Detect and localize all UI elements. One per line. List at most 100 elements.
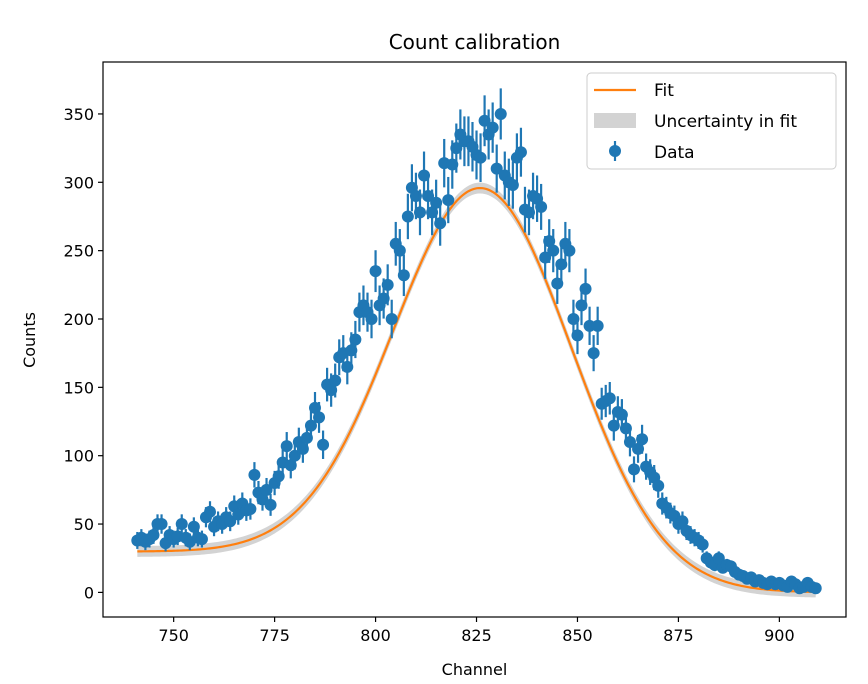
data-point [587,335,600,372]
data-point [195,530,208,548]
y-tick-label: 150 [63,378,94,397]
data-marker [204,505,217,518]
data-point [712,551,725,566]
data-point [514,127,527,177]
x-tick-label: 900 [764,626,795,645]
data-point [413,189,426,236]
data-point [696,536,709,553]
data-marker [349,333,362,346]
data-marker [397,269,410,282]
data-marker [514,146,527,159]
data-marker [224,515,237,528]
data-point [175,514,188,534]
data-marker [442,194,455,207]
data-marker [413,206,426,219]
data-marker [381,278,394,291]
chart-title: Count calibration [389,30,561,54]
legend-band-label: Uncertainty in fit [654,112,797,132]
data-point [628,456,641,483]
data-points-layer [131,88,822,595]
data-marker [571,329,584,342]
data-marker [712,552,725,565]
data-marker [365,312,378,325]
data-point [369,250,382,293]
legend-band-swatch [594,113,636,128]
y-tick-label: 100 [63,447,94,466]
data-point [474,133,487,183]
data-marker [474,151,487,164]
data-point [442,176,455,224]
y-tick-label: 50 [74,515,94,534]
data-marker [401,210,414,223]
data-marker [652,479,665,492]
legend-data-marker [609,145,621,157]
data-marker [155,518,168,531]
data-point [260,477,273,502]
data-point [636,424,649,454]
data-point [506,161,519,209]
x-tick-label: 850 [562,626,593,645]
data-point [809,582,822,595]
data-marker [603,392,616,405]
data-marker [385,312,398,325]
data-point [365,299,378,339]
data-marker [264,498,277,511]
x-tick-label: 775 [259,626,290,645]
data-point [381,264,394,306]
x-tick-label: 750 [158,626,189,645]
data-marker [313,411,326,424]
y-axis-ticks: 0 50 100 150 200 250 300 350 [63,105,103,602]
data-marker [587,347,600,360]
data-point [393,229,406,273]
data-point [329,363,342,398]
data-marker [393,244,406,257]
data-point [155,514,168,534]
fit-line [137,186,816,594]
data-marker [628,463,641,476]
data-marker [696,538,709,551]
data-point [563,229,576,273]
data-point [603,382,616,415]
data-point [280,432,293,461]
x-tick-label: 800 [360,626,391,645]
data-point [385,299,398,339]
data-point [244,498,257,520]
fit-line-layer [137,186,816,594]
data-point [535,183,548,230]
data-point [591,306,604,345]
legend: Fit Uncertainty in fit Data [586,72,837,170]
data-marker [248,468,261,481]
legend-data-label: Data [654,143,695,163]
legend-box [586,72,837,170]
data-point [434,200,447,246]
data-marker [244,503,257,516]
legend-fit-label: Fit [654,81,674,101]
data-marker [490,162,503,175]
data-marker [434,217,447,230]
data-marker [260,483,273,496]
data-marker [591,319,604,332]
data-marker [535,200,548,213]
data-marker [280,440,293,453]
x-tick-label: 875 [663,626,694,645]
data-point [490,144,503,193]
data-marker [369,265,382,278]
data-marker [563,244,576,257]
data-point [571,316,584,355]
y-axis-title: Counts [20,312,39,368]
data-marker [486,121,499,134]
y-tick-label: 250 [63,242,94,261]
x-axis-title: Channel [442,660,508,679]
data-point [579,268,592,310]
data-point [317,430,330,459]
data-point [397,254,410,297]
data-marker [623,436,636,449]
data-point [264,493,277,516]
data-point [349,320,362,359]
data-marker [175,518,188,531]
data-marker [195,533,208,546]
data-point [486,102,499,153]
x-tick-label: 825 [461,626,492,645]
data-marker [506,179,519,192]
data-point [248,462,261,488]
